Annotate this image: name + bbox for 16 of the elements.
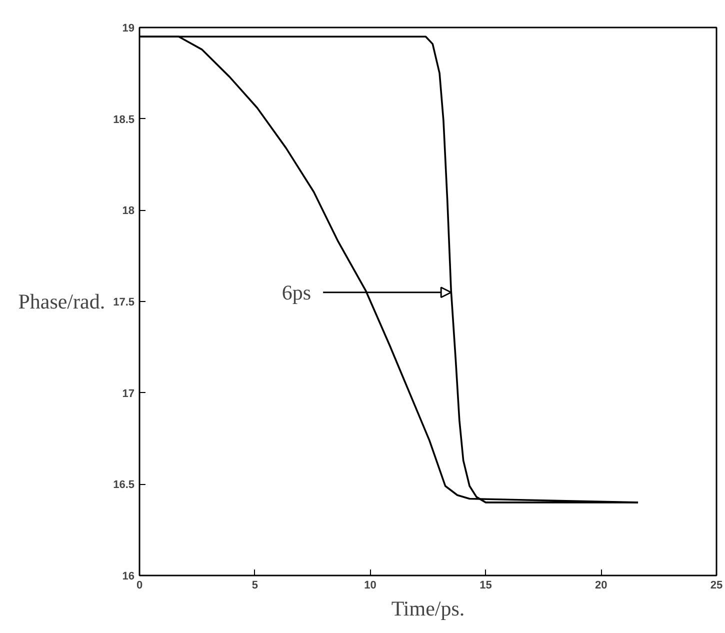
y-tick-label: 16.5	[113, 479, 135, 492]
annotation: 6ps	[282, 280, 312, 304]
x-tick-label: 15	[480, 580, 492, 592]
x-axis-title: Time/ps.	[391, 596, 465, 620]
x-tick-label: 10	[364, 580, 376, 592]
x-tick-label: 20	[594, 580, 608, 592]
x-tick-label: 5	[252, 580, 258, 592]
y-tick-label: 18	[122, 205, 135, 218]
y-tick-label: 18.5	[113, 114, 135, 126]
x-tick-label: 25	[710, 580, 723, 592]
y-tick-label: 17.5	[113, 296, 135, 308]
y-axis-title: Phase/rad.	[18, 290, 106, 314]
y-tick-label: 16	[122, 570, 135, 582]
y-tick-label: 19	[122, 22, 135, 34]
x-tick-label: 0	[136, 580, 143, 592]
y-tick-label: 17	[122, 388, 135, 400]
